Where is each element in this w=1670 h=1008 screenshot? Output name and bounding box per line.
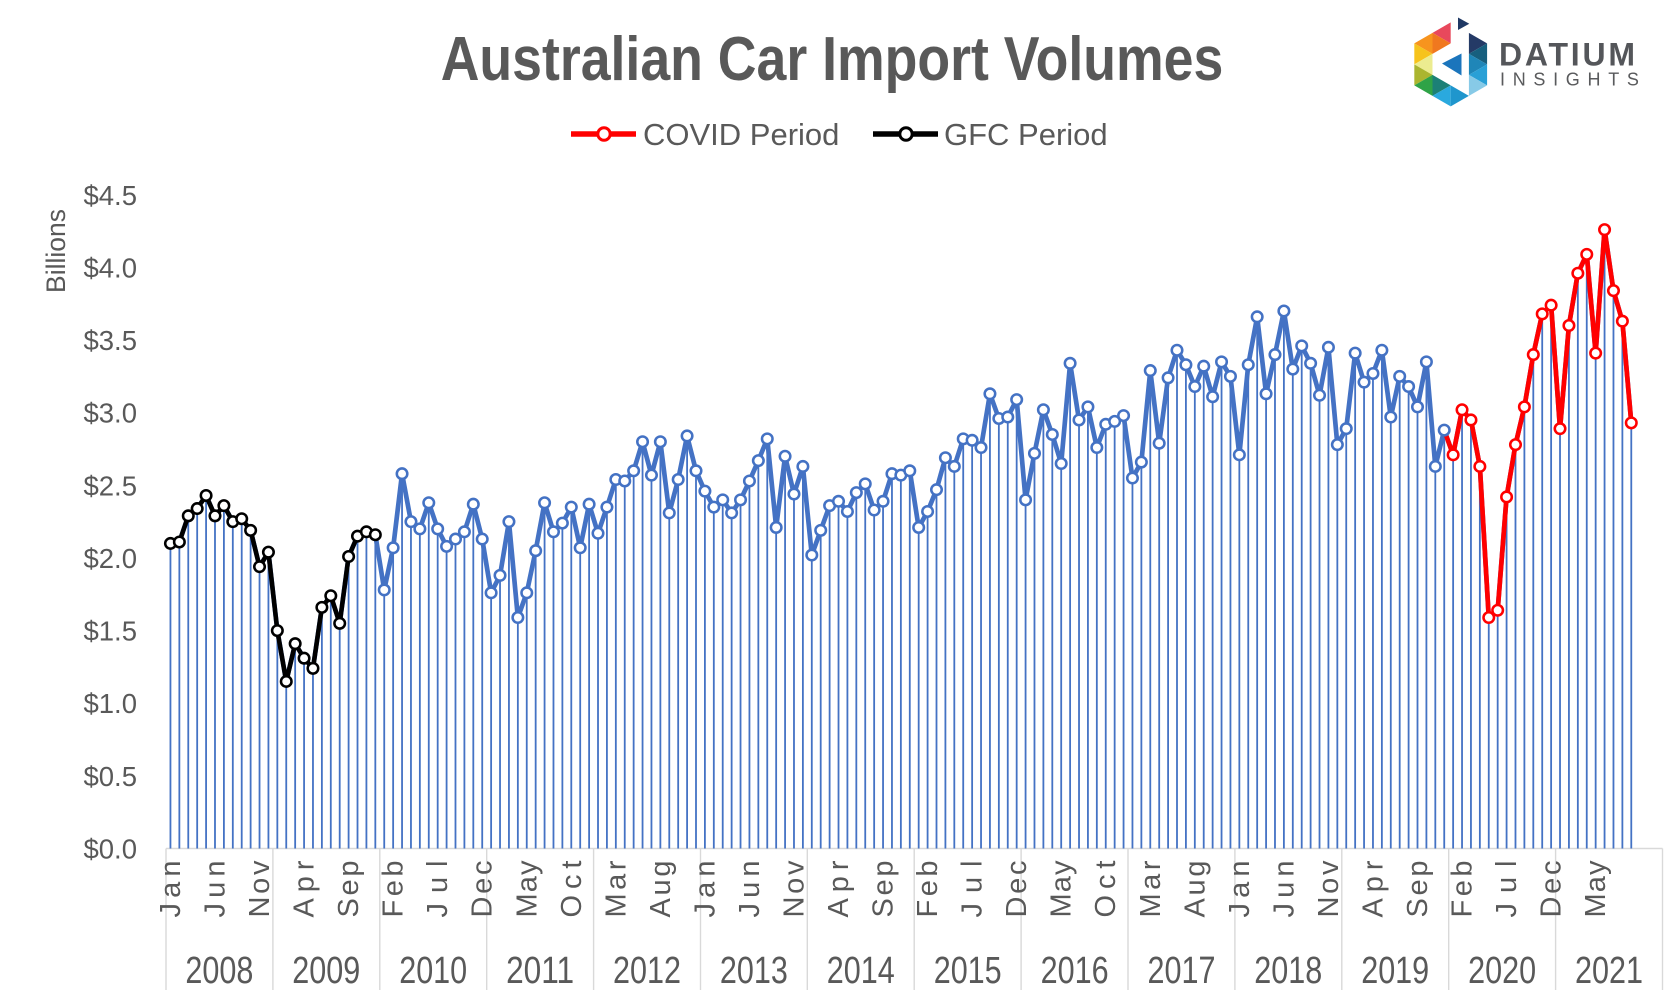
svg-text:$1.0: $1.0	[83, 688, 137, 719]
svg-text:$4.5: $4.5	[83, 180, 137, 211]
svg-text:INSIGHTS: INSIGHTS	[1500, 70, 1647, 90]
svg-text:$3.5: $3.5	[83, 325, 137, 356]
svg-text:$2.5: $2.5	[83, 470, 137, 501]
svg-text:Oct: Oct	[556, 861, 588, 918]
svg-text:2013: 2013	[720, 950, 788, 992]
svg-text:Feb: Feb	[1447, 861, 1479, 918]
svg-text:$3.0: $3.0	[83, 398, 137, 429]
svg-text:2017: 2017	[1148, 950, 1216, 992]
svg-text:$4.0: $4.0	[83, 252, 137, 283]
svg-text:May: May	[1046, 860, 1078, 918]
svg-text:2011: 2011	[506, 950, 574, 992]
svg-text:May: May	[1580, 860, 1612, 918]
svg-text:Apr: Apr	[289, 860, 321, 917]
svg-text:Jan: Jan	[689, 861, 721, 918]
svg-text:Sep: Sep	[868, 861, 900, 918]
svg-text:$0.0: $0.0	[83, 834, 137, 865]
svg-text:2010: 2010	[399, 950, 467, 992]
svg-text:Mar: Mar	[1135, 860, 1167, 917]
svg-text:Dec: Dec	[1001, 861, 1033, 918]
svg-text:Sep: Sep	[333, 861, 365, 918]
svg-text:Apr: Apr	[823, 860, 855, 917]
svg-text:Jun: Jun	[200, 861, 232, 918]
svg-text:2021: 2021	[1575, 950, 1643, 992]
svg-text:Oct: Oct	[1090, 861, 1122, 918]
svg-text:Aug: Aug	[645, 861, 677, 918]
svg-text:2015: 2015	[934, 950, 1002, 992]
svg-text:Feb: Feb	[912, 861, 944, 918]
svg-text:Billions: Billions	[41, 209, 71, 293]
svg-text:Nov: Nov	[1313, 860, 1345, 918]
svg-text:2018: 2018	[1254, 950, 1322, 992]
svg-text:Jan: Jan	[155, 861, 187, 918]
svg-text:DATIUM: DATIUM	[1499, 37, 1638, 73]
svg-text:Dec: Dec	[467, 861, 499, 918]
svg-text:Mar: Mar	[600, 860, 632, 917]
svg-text:$0.5: $0.5	[83, 761, 137, 792]
svg-text:Aug: Aug	[1179, 861, 1211, 918]
svg-text:Australian Car Import Volumes: Australian Car Import Volumes	[441, 25, 1224, 93]
svg-text:Jun: Jun	[734, 861, 766, 918]
svg-text:GFC Period: GFC Period	[944, 117, 1108, 152]
svg-text:$1.5: $1.5	[83, 616, 137, 647]
svg-text:Nov: Nov	[244, 860, 276, 918]
svg-text:2012: 2012	[613, 950, 681, 992]
svg-text:2014: 2014	[827, 950, 895, 992]
svg-text:2020: 2020	[1468, 950, 1536, 992]
svg-text:2019: 2019	[1361, 950, 1429, 992]
svg-text:Apr: Apr	[1358, 860, 1390, 917]
svg-text:Jun: Jun	[1268, 861, 1300, 918]
svg-text:Dec: Dec	[1536, 861, 1568, 918]
svg-text:2009: 2009	[292, 950, 360, 992]
svg-text:May: May	[511, 860, 543, 918]
svg-text:Nov: Nov	[779, 860, 811, 918]
svg-text:2016: 2016	[1041, 950, 1109, 992]
svg-text:$2.0: $2.0	[83, 543, 137, 574]
svg-text:Feb: Feb	[378, 861, 410, 918]
svg-text:2008: 2008	[185, 950, 253, 992]
svg-text:Jan: Jan	[1224, 861, 1256, 918]
svg-text:COVID Period: COVID Period	[643, 117, 839, 152]
svg-text:Sep: Sep	[1402, 861, 1434, 918]
